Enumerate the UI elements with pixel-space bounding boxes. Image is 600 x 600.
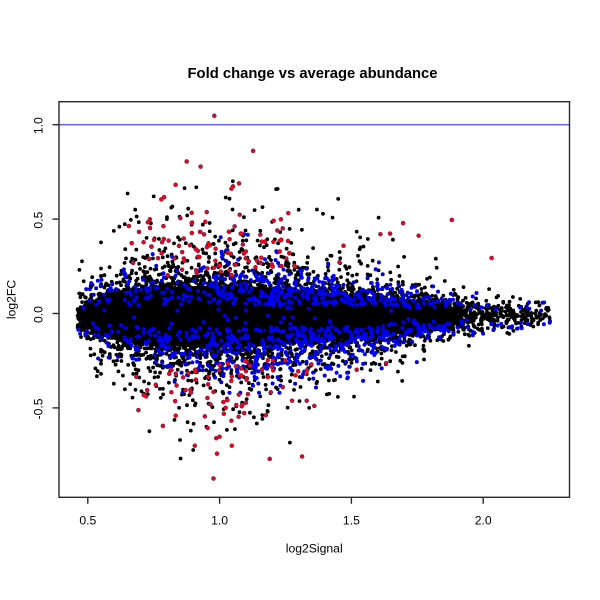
svg-text:Fold change vs average abundan: Fold change vs average abundance — [188, 66, 438, 82]
svg-text:-0.5: -0.5 — [32, 398, 46, 419]
svg-text:0.0: 0.0 — [32, 306, 46, 323]
svg-text:log2Signal: log2Signal — [286, 541, 343, 555]
svg-text:1.0: 1.0 — [32, 117, 46, 134]
svg-text:0.5: 0.5 — [32, 211, 46, 228]
svg-text:2.0: 2.0 — [475, 513, 492, 527]
svg-text:0.5: 0.5 — [79, 513, 96, 527]
svg-text:1.5: 1.5 — [343, 513, 360, 527]
svg-text:log2FC: log2FC — [5, 280, 19, 319]
svg-text:1.0: 1.0 — [211, 513, 228, 527]
